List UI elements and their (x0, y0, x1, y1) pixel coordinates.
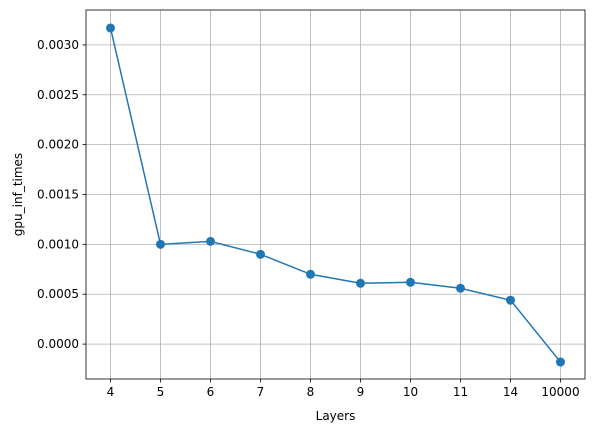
y-tick-label: 0.0015 (37, 188, 79, 202)
y-tick-label: 0.0030 (37, 38, 79, 52)
y-tick-label: 0.0005 (37, 287, 79, 301)
y-tick-label: 0.0010 (37, 237, 79, 251)
x-tick-label: 10 (403, 385, 418, 399)
x-tick-label: 14 (503, 385, 518, 399)
data-point (306, 269, 315, 279)
x-axis-label: Layers (316, 409, 356, 423)
x-tick-label: 11 (453, 385, 468, 399)
data-point (556, 357, 565, 367)
x-tick-label: 5 (157, 385, 165, 399)
data-point (506, 295, 515, 305)
x-tick-label: 4 (107, 385, 115, 399)
y-tick-label: 0.0020 (37, 138, 79, 152)
x-tick-label: 8 (307, 385, 315, 399)
x-tick-label: 6 (207, 385, 215, 399)
y-axis-ticks: 0.0000 0.0005 0.0010 0.0015 0.0020 0.0025 0.00… (37, 38, 86, 351)
y-tick-label: 0.0025 (37, 88, 79, 102)
data-point (256, 249, 265, 259)
x-tick-label: 10000 (541, 385, 579, 399)
y-axis-label: gpu_inf_times (11, 153, 25, 236)
y-tick-label: 0.0000 (37, 337, 79, 351)
data-series (106, 23, 565, 367)
data-point (106, 23, 115, 33)
data-point (356, 278, 365, 288)
data-point (156, 239, 165, 249)
data-point (406, 277, 415, 287)
grid-lines (86, 10, 585, 379)
series-line (109, 27, 562, 363)
data-point (456, 283, 465, 293)
data-point (206, 236, 215, 246)
x-tick-label: 7 (257, 385, 265, 399)
x-axis-ticks: 4 5 6 7 8 9 10 11 14 10000 (107, 379, 580, 399)
x-tick-label: 9 (357, 385, 365, 399)
